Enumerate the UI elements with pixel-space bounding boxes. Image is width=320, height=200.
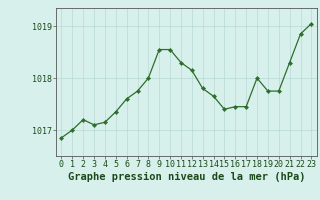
X-axis label: Graphe pression niveau de la mer (hPa): Graphe pression niveau de la mer (hPa) [68, 172, 305, 182]
